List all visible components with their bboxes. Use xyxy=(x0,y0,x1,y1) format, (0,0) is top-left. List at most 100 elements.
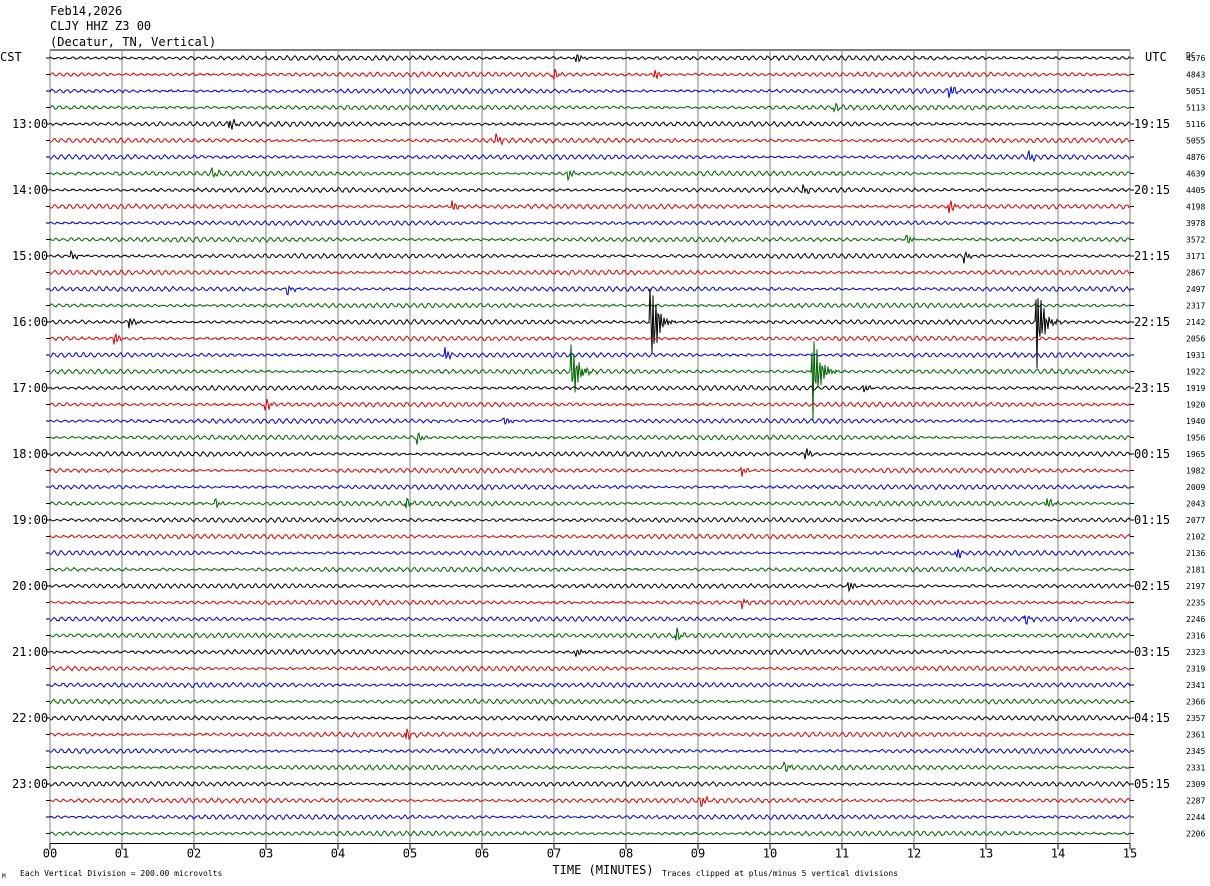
trace-line xyxy=(49,69,1131,81)
dc-offset-label: 1920 xyxy=(1186,401,1205,410)
utc-hour-label: 01:15 xyxy=(1134,513,1170,527)
cst-hour-label: 14:00 xyxy=(12,183,48,197)
x-tick-label: 03 xyxy=(259,847,273,861)
utc-hour-label: 22:15 xyxy=(1134,315,1170,329)
left-zone-label: CST xyxy=(0,50,22,64)
trace-line xyxy=(49,184,1130,195)
trace-line xyxy=(49,118,1131,130)
x-axis-title: TIME (MINUTES) xyxy=(552,863,653,877)
trace-line xyxy=(49,648,1131,657)
trace-line xyxy=(49,549,1130,559)
trace-line xyxy=(49,384,1131,393)
trace-line xyxy=(49,249,1131,264)
x-tick-label: 05 xyxy=(403,847,417,861)
utc-hour-label: 04:15 xyxy=(1134,711,1170,725)
trace-line xyxy=(49,285,1131,296)
trace-line xyxy=(49,417,1130,425)
x-tick-label: 08 xyxy=(619,847,633,861)
x-tick-label: 10 xyxy=(763,847,777,861)
dc-offset-label: 2246 xyxy=(1186,615,1205,624)
dc-offset-label: 5113 xyxy=(1186,104,1205,113)
dc-offset-label: 2341 xyxy=(1186,681,1205,690)
trace-line xyxy=(49,483,1131,491)
dc-offset-label: 2867 xyxy=(1186,269,1205,278)
cst-hour-label: 19:00 xyxy=(12,513,48,527)
dc-offset-label: 1965 xyxy=(1186,450,1205,459)
trace-line xyxy=(49,747,1131,755)
cst-hour-label: 22:00 xyxy=(12,711,48,725)
trace-line xyxy=(49,341,1131,422)
dc-offset-label: 2043 xyxy=(1186,500,1205,509)
trace-layer xyxy=(49,54,1131,837)
trace-line xyxy=(49,466,1131,477)
trace-line xyxy=(49,86,1131,98)
trace-line xyxy=(49,516,1131,524)
dc-offset-label: 2009 xyxy=(1186,483,1205,492)
trace-line xyxy=(49,597,1131,610)
dc-offset-label: 2056 xyxy=(1186,335,1205,344)
dc-label: DC xyxy=(1186,51,1196,60)
dc-offset-label: 2287 xyxy=(1186,797,1205,806)
dc-offset-label: 1919 xyxy=(1186,384,1205,393)
dc-offset-label: 2317 xyxy=(1186,302,1205,311)
dc-offset-label: 2197 xyxy=(1186,582,1205,591)
corner-mark: M xyxy=(2,873,6,880)
dc-offset-label: 2345 xyxy=(1186,747,1205,756)
utc-hour-label: 00:15 xyxy=(1134,447,1170,461)
trace-line xyxy=(49,681,1131,689)
dc-offset-label: 2142 xyxy=(1186,318,1205,327)
grid-layer xyxy=(46,49,1134,850)
utc-hour-label: 23:15 xyxy=(1134,381,1170,395)
dc-offset-label: 4639 xyxy=(1186,170,1205,179)
dc-offset-label: 4405 xyxy=(1186,186,1205,195)
trace-line xyxy=(49,347,1131,361)
trace-line xyxy=(49,566,1131,573)
dc-offset-label: 5051 xyxy=(1186,87,1205,96)
dc-offset-label: 2244 xyxy=(1186,813,1205,822)
dc-offset-label: 5055 xyxy=(1186,137,1205,146)
x-tick-label: 06 xyxy=(475,847,489,861)
trace-line xyxy=(49,432,1131,445)
trace-line xyxy=(49,665,1131,672)
dc-offset-label: 2102 xyxy=(1186,533,1205,542)
dc-offset-label: 1931 xyxy=(1186,351,1205,360)
trace-line xyxy=(49,234,1131,244)
cst-hour-label: 20:00 xyxy=(12,579,48,593)
dc-offset-label: 4876 xyxy=(1186,153,1205,162)
trace-line xyxy=(49,780,1131,788)
dc-offset-label: 1956 xyxy=(1186,434,1205,443)
trace-line xyxy=(49,54,1131,63)
x-tick-label: 02 xyxy=(187,847,201,861)
x-tick-label: 14 xyxy=(1051,847,1065,861)
dc-offset-label: 2323 xyxy=(1186,648,1205,657)
trace-line xyxy=(49,302,1131,309)
dc-offset-label: 2136 xyxy=(1186,549,1205,558)
x-tick-label: 00 xyxy=(43,847,57,861)
cst-hour-label: 13:00 xyxy=(12,117,48,131)
x-tick-label: 12 xyxy=(907,847,921,861)
dc-offset-label: 3572 xyxy=(1186,236,1205,245)
cst-hour-label: 17:00 xyxy=(12,381,48,395)
dc-offset-label: 3171 xyxy=(1186,252,1205,261)
dc-offset-label: 2206 xyxy=(1186,830,1205,839)
trace-line xyxy=(49,714,1131,722)
trace-line xyxy=(49,497,1131,509)
dc-offset-label: 2309 xyxy=(1186,780,1205,789)
trace-line xyxy=(49,728,1131,740)
x-tick-label: 07 xyxy=(547,847,561,861)
x-tick-label: 04 xyxy=(331,847,345,861)
cst-hour-label: 23:00 xyxy=(12,777,48,791)
header-date: Feb14,2026 xyxy=(50,4,123,18)
utc-hour-label: 03:15 xyxy=(1134,645,1170,659)
cst-hour-label: 16:00 xyxy=(12,315,48,329)
header-station: CLJY HHZ Z3 00 xyxy=(50,19,152,33)
dc-offset-label: 2361 xyxy=(1186,731,1205,740)
trace-line xyxy=(49,698,1131,705)
clip-note: Traces clipped at plus/minus 5 vertical … xyxy=(662,869,898,878)
trace-line xyxy=(49,533,1131,540)
dc-offset-label: 2331 xyxy=(1186,764,1205,773)
header-location: (Decatur, TN, Vertical) xyxy=(50,35,217,49)
utc-hour-label: 05:15 xyxy=(1134,777,1170,791)
trace-line xyxy=(49,830,1131,837)
